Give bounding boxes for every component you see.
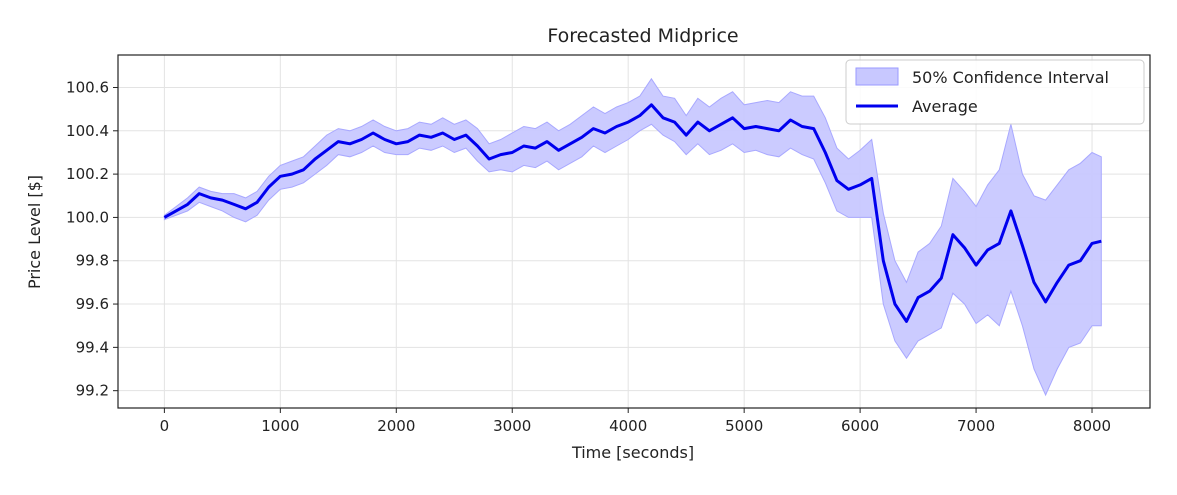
legend-label-average: Average xyxy=(912,97,978,116)
y-axis-label: Price Level [$] xyxy=(25,175,44,289)
x-tick-label: 2000 xyxy=(377,417,415,435)
x-tick-label: 1000 xyxy=(261,417,299,435)
y-tick-label: 99.2 xyxy=(76,382,109,400)
x-axis-ticks: 0 1000 2000 3000 4000 5000 6000 7000 8000 xyxy=(160,408,1111,435)
confidence-band xyxy=(163,77,1102,397)
y-tick-label: 99.6 xyxy=(76,295,109,313)
x-tick-label: 6000 xyxy=(841,417,879,435)
legend-label-band: 50% Confidence Interval xyxy=(912,68,1109,87)
average-line-layer xyxy=(163,103,1102,323)
x-axis-label: Time [seconds] xyxy=(571,443,694,462)
legend-box xyxy=(845,59,1145,125)
y-tick-label: 100.6 xyxy=(66,78,109,96)
x-tick-label: 0 xyxy=(160,417,170,435)
plot-frame xyxy=(117,54,1151,409)
y-tick-label: 99.8 xyxy=(76,252,109,270)
confidence-band-layer xyxy=(163,77,1102,397)
y-tick-label: 100.4 xyxy=(66,122,109,140)
x-tick-label: 5000 xyxy=(725,417,763,435)
y-axis-ticks: 99.2 99.4 99.6 99.8 100.0 100.2 100.4 100.6 xyxy=(66,78,118,400)
legend-band-swatch xyxy=(855,67,899,86)
x-tick-label: 7000 xyxy=(957,417,995,435)
y-tick-label: 100.2 xyxy=(66,165,109,183)
x-tick-label: 4000 xyxy=(609,417,647,435)
x-tick-label: 8000 xyxy=(1073,417,1111,435)
x-tick-label: 3000 xyxy=(493,417,531,435)
y-tick-label: 99.4 xyxy=(76,338,109,356)
y-tick-label: 100.0 xyxy=(66,208,109,226)
average-line xyxy=(163,103,1102,323)
chart-title: Forecasted Midprice xyxy=(547,25,738,47)
legend: 50% Confidence Interval Average xyxy=(845,59,1145,125)
